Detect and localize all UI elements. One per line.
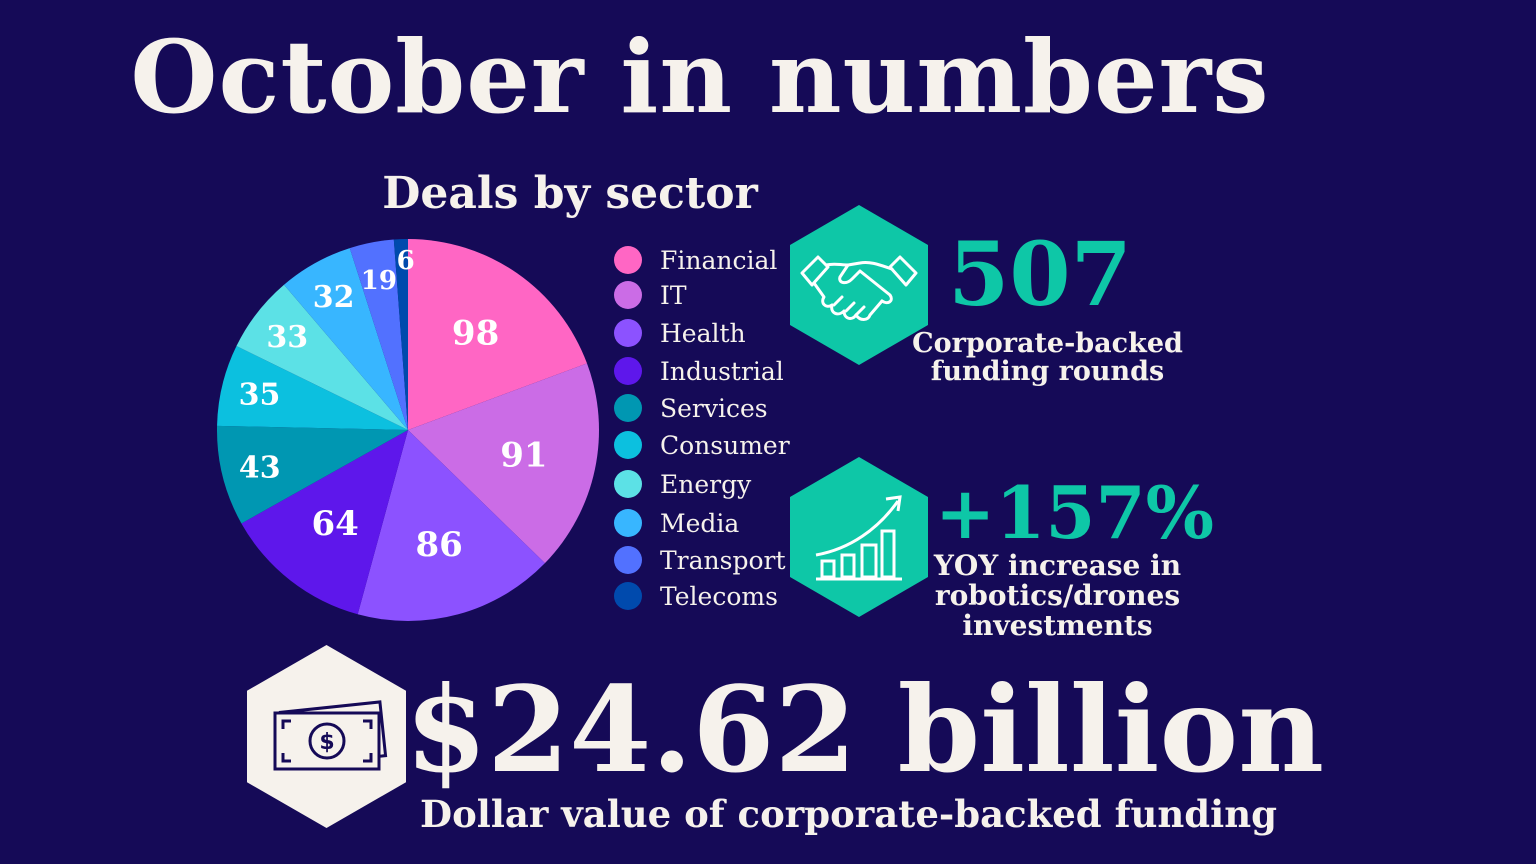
legend-swatch [614,246,642,274]
page-title: October in numbers [130,18,1270,136]
pie-slice-financial [408,239,588,430]
legend-item: Energy [614,469,751,499]
pie-slice-consumer [217,345,408,430]
data-label-financial: 98 [452,314,499,354]
money-bill-icon: $ [273,700,388,771]
legend-label: Energy [660,469,752,499]
legend-swatch [614,357,642,385]
growth-chart-icon [815,495,902,581]
data-label-health: 86 [416,525,463,565]
pie-slice-health [357,430,545,621]
legend-swatch [614,319,642,347]
rounds-caption-line: funding rounds [930,356,1165,387]
legend-item: IT [614,280,687,310]
data-label-consumer: 35 [239,377,281,412]
legend-label: Industrial [660,356,784,386]
legend-swatch [614,394,642,422]
pie-slice-industrial [241,430,408,615]
data-label-energy: 33 [266,320,308,355]
pie-slice-energy [236,284,408,430]
pie-slice-services [217,425,408,524]
data-label-telecoms: 6 [397,246,415,276]
rounds-value: 507 [948,222,1132,326]
legend-swatch [614,470,642,498]
yoy-caption-line: investments [962,609,1153,642]
pie-slice-transport [349,239,408,430]
legend-item: Health [614,318,746,348]
legend-label: IT [660,280,687,310]
rounds-caption: Corporate-backed funding rounds [910,330,1185,386]
yoy-caption: YOY increase in robotics/drones investme… [915,551,1200,641]
pie-slice-media [284,248,408,430]
legend-swatch [614,509,642,537]
data-label-media: 32 [313,280,355,315]
legend-item: Services [614,393,768,423]
legend-swatch [614,546,642,574]
legend-swatch [614,431,642,459]
legend-label: Transport [660,545,786,575]
legend-item: Media [614,508,739,538]
pie-slice-telecoms [393,239,408,430]
data-label-it: 91 [500,435,547,475]
legend-label: Media [660,508,740,538]
legend-item: Financial [614,245,777,275]
svg-text:$: $ [319,730,334,755]
dollar-value: $24.62 billion [405,660,1324,799]
pie-slice-it [408,363,599,564]
data-label-industrial: 64 [311,504,358,544]
data-label-services: 43 [239,451,281,486]
legend-item: Industrial [614,356,784,386]
legend-label: Services [660,393,768,423]
yoy-caption-line: YOY increase in [933,549,1182,582]
yoy-value: +157% [935,470,1215,555]
legend-item: Transport [614,545,786,575]
yoy-caption-line: robotics/drones [934,579,1181,612]
data-label-transport: 19 [361,266,397,296]
legend-label: Health [660,318,746,348]
rounds-hexagon [790,205,928,365]
chart-title: Deals by sector [382,168,758,219]
yoy-hexagon [790,457,928,617]
legend-swatch [614,281,642,309]
legend-item: Consumer [614,430,790,460]
legend-label: Financial [660,245,778,275]
legend-swatch [614,582,642,610]
legend-label: Consumer [660,430,790,460]
legend-label: Telecoms [660,581,778,611]
handshake-icon [800,255,918,321]
dollar-caption: Dollar value of corporate-backed funding [420,792,1277,836]
rounds-caption-line: Corporate-backed [912,328,1183,359]
dollar-hexagon: $ [247,645,406,828]
legend-item: Telecoms [614,581,778,611]
